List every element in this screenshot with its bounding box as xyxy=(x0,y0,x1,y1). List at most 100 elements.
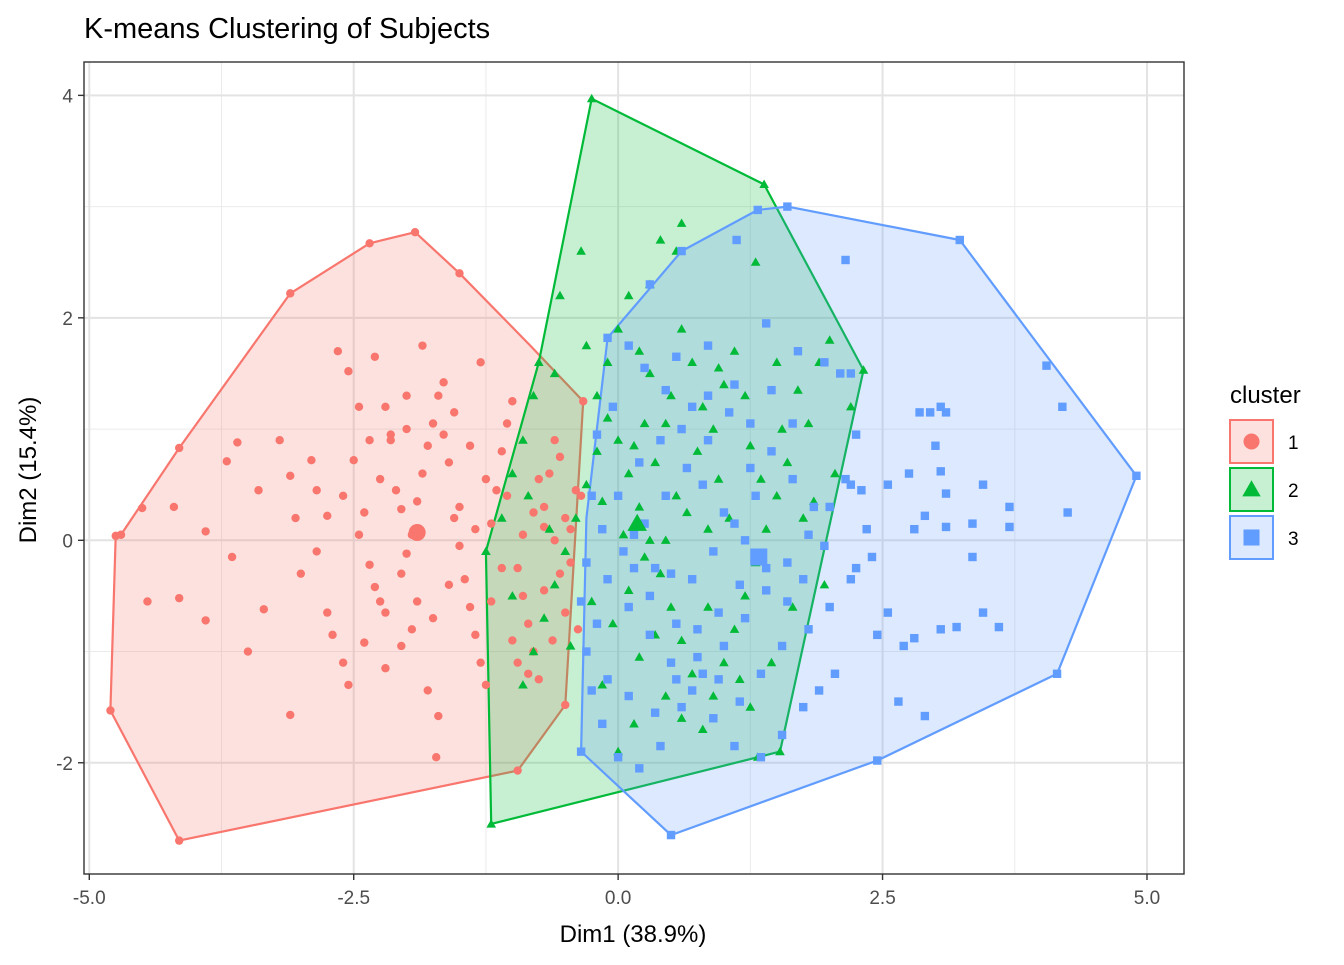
data-points xyxy=(106,93,1141,845)
point-cluster-2 xyxy=(634,502,645,511)
point-cluster-2 xyxy=(586,596,597,606)
point-cluster-1 xyxy=(227,552,237,562)
point-cluster-3 xyxy=(650,708,660,717)
point-cluster-1 xyxy=(338,658,348,667)
point-cluster-1 xyxy=(137,503,147,513)
point-cluster-1 xyxy=(365,435,374,445)
point-cluster-3 xyxy=(1052,669,1062,678)
point-cluster-2 xyxy=(713,474,724,483)
point-cluster-2 xyxy=(507,591,518,600)
point-cluster-2 xyxy=(719,379,729,389)
point-cluster-3 xyxy=(656,435,665,445)
point-cluster-3 xyxy=(783,202,792,211)
point-cluster-1 xyxy=(344,367,353,376)
x-tick-label: 0.0 xyxy=(605,888,631,909)
point-cluster-3 xyxy=(640,519,649,528)
point-cluster-2 xyxy=(824,335,835,344)
point-cluster-3 xyxy=(587,686,596,695)
plot-border xyxy=(83,61,1185,875)
point-cluster-3 xyxy=(857,486,866,495)
point-cluster-3 xyxy=(762,563,771,573)
point-cluster-1 xyxy=(476,658,485,667)
point-cluster-3 xyxy=(920,711,930,721)
point-cluster-2 xyxy=(571,513,581,522)
point-cluster-2 xyxy=(692,446,703,455)
point-cluster-2 xyxy=(666,602,676,611)
point-cluster-3 xyxy=(851,563,861,573)
point-cluster-3 xyxy=(661,491,670,501)
point-cluster-2 xyxy=(713,363,724,372)
point-cluster-1 xyxy=(106,706,115,715)
point-cluster-2 xyxy=(639,418,650,428)
point-cluster-1 xyxy=(561,608,570,617)
point-cluster-3 xyxy=(592,430,602,439)
point-cluster-1 xyxy=(566,558,575,567)
point-cluster-3 xyxy=(624,602,633,612)
point-cluster-3 xyxy=(582,558,591,567)
point-cluster-3 xyxy=(629,530,639,539)
plot-panel xyxy=(84,62,1184,874)
point-cluster-1 xyxy=(428,419,438,428)
point-cluster-1 xyxy=(402,391,411,400)
point-cluster-3 xyxy=(735,697,744,706)
legend-label-2: 2 xyxy=(1288,481,1299,502)
point-cluster-1 xyxy=(476,358,485,367)
point-cluster-2 xyxy=(740,390,750,400)
x-tick-label: 5.0 xyxy=(1134,888,1160,909)
point-cluster-3 xyxy=(666,830,676,840)
point-cluster-2 xyxy=(660,691,671,700)
point-cluster-3 xyxy=(703,341,713,350)
y-tick-label: 2 xyxy=(62,309,73,330)
point-cluster-3 xyxy=(955,235,964,245)
point-cluster-3 xyxy=(672,619,681,628)
point-cluster-1 xyxy=(174,836,184,845)
point-cluster-1 xyxy=(539,522,549,532)
point-cluster-1 xyxy=(481,474,491,484)
point-cluster-1 xyxy=(518,530,528,539)
point-cluster-3 xyxy=(576,597,586,606)
point-cluster-1 xyxy=(534,474,544,484)
point-cluster-1 xyxy=(444,458,454,467)
point-cluster-2 xyxy=(729,624,740,633)
point-cluster-2 xyxy=(660,535,671,544)
point-cluster-3 xyxy=(952,622,961,632)
point-cluster-1 xyxy=(233,438,242,447)
point-cluster-2 xyxy=(734,674,745,683)
point-cluster-1 xyxy=(365,560,374,569)
y-axis-label: Dim2 (15.4%) xyxy=(15,397,42,544)
point-cluster-3 xyxy=(820,541,829,551)
point-cluster-1 xyxy=(444,580,454,589)
point-cluster-1 xyxy=(412,597,422,606)
point-cluster-3 xyxy=(703,391,713,400)
point-cluster-1 xyxy=(333,347,343,356)
point-cluster-1 xyxy=(402,549,411,558)
point-cluster-2 xyxy=(772,357,782,366)
point-cluster-3 xyxy=(753,205,762,215)
point-cluster-3 xyxy=(650,563,660,573)
point-cluster-1 xyxy=(354,530,364,539)
point-cluster-1 xyxy=(561,513,570,523)
point-cluster-2 xyxy=(549,580,560,589)
point-cluster-3 xyxy=(746,419,755,428)
point-cluster-2 xyxy=(655,568,666,578)
point-cluster-1 xyxy=(524,619,533,628)
hull-cluster-1 xyxy=(109,231,585,842)
point-cluster-1 xyxy=(434,711,443,721)
point-cluster-3 xyxy=(635,458,644,467)
point-cluster-1 xyxy=(428,613,438,623)
point-cluster-3 xyxy=(767,385,776,395)
point-cluster-2 xyxy=(772,491,782,500)
point-cluster-3 xyxy=(576,747,586,756)
point-cluster-1 xyxy=(465,602,475,612)
point-cluster-2 xyxy=(697,402,708,411)
point-cluster-3 xyxy=(936,625,945,634)
point-cluster-2 xyxy=(565,641,576,650)
point-cluster-1 xyxy=(481,680,491,690)
point-cluster-2 xyxy=(729,346,740,355)
point-cluster-3 xyxy=(619,547,628,556)
point-cluster-2 xyxy=(528,390,539,400)
point-cluster-3 xyxy=(709,714,718,723)
point-cluster-3 xyxy=(873,756,882,765)
x-tick-label: -2.5 xyxy=(337,888,370,909)
